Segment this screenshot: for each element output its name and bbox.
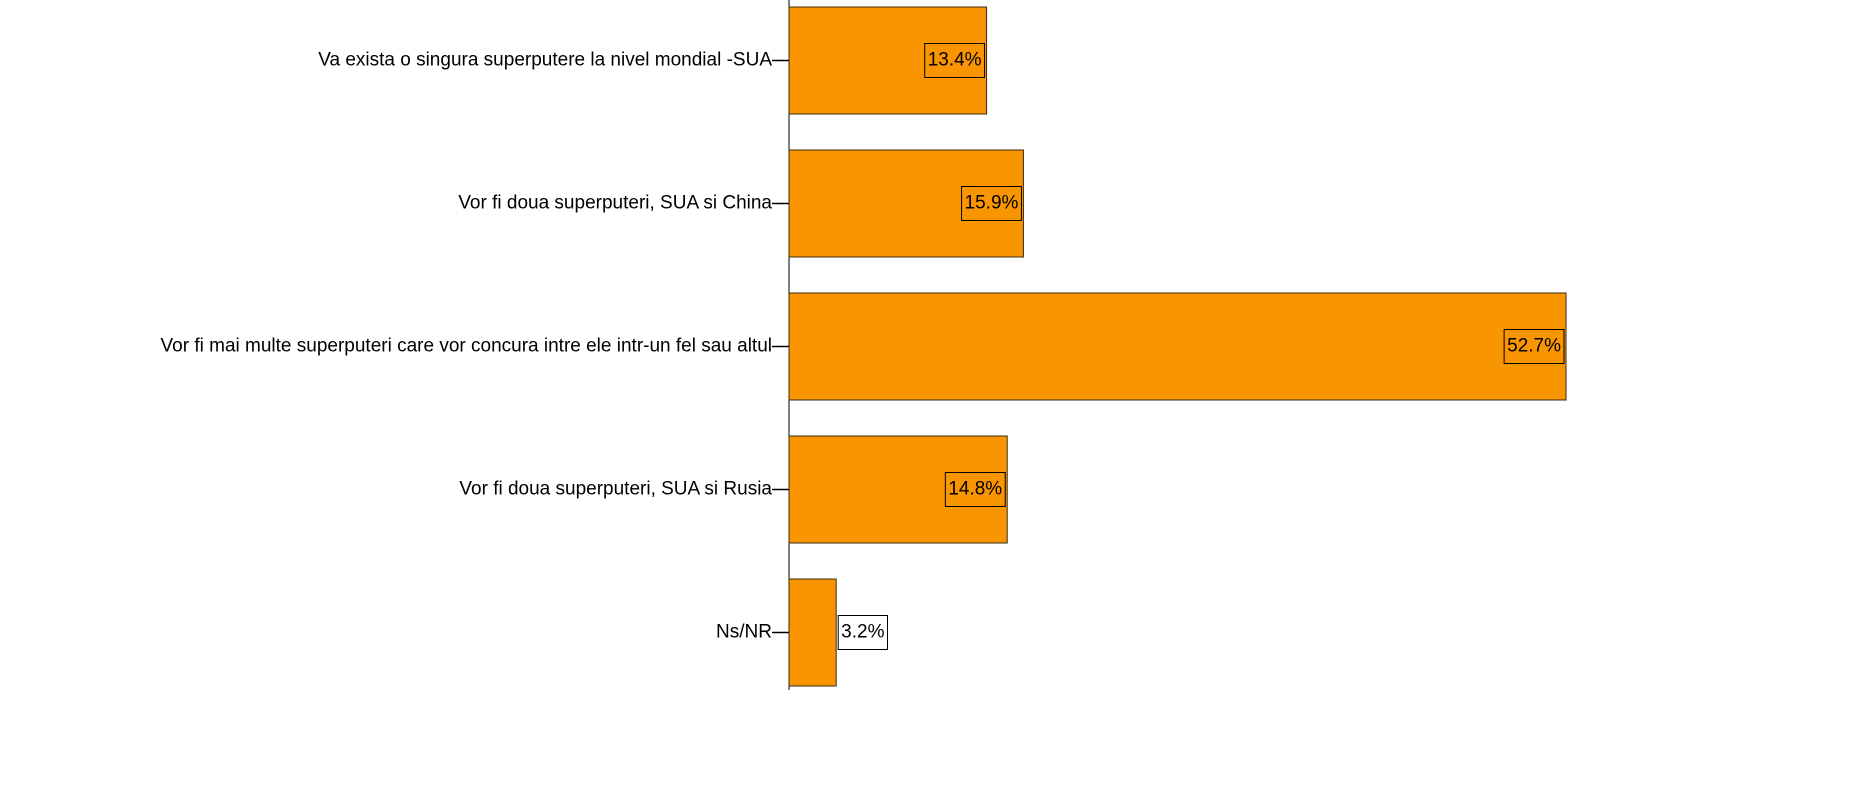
bar — [788, 435, 1008, 544]
category-label: Va exista o singura superputere la nivel… — [318, 50, 772, 71]
category-label: Vor fi doua superputeri, SUA si Rusia — [459, 479, 772, 500]
bar — [788, 149, 1024, 258]
value-label-box — [944, 472, 1006, 507]
value-label: 15.9% — [965, 193, 1019, 214]
category-label: Vor fi doua superputeri, SUA si China — [458, 193, 772, 214]
bar — [788, 6, 988, 115]
value-label: 13.4% — [928, 50, 982, 71]
value-label-box — [924, 43, 986, 78]
value-label-box — [961, 186, 1022, 221]
bar — [788, 292, 1567, 401]
value-label-box — [1503, 329, 1565, 364]
value-label: 14.8% — [948, 479, 1002, 500]
category-label: Vor fi mai multe superputeri care vor co… — [161, 336, 772, 357]
value-label: 3.2% — [841, 622, 884, 643]
category-label: Ns/NR — [716, 622, 772, 643]
bar — [788, 578, 837, 687]
value-label-box — [837, 615, 888, 650]
value-label: 52.7% — [1507, 336, 1561, 357]
